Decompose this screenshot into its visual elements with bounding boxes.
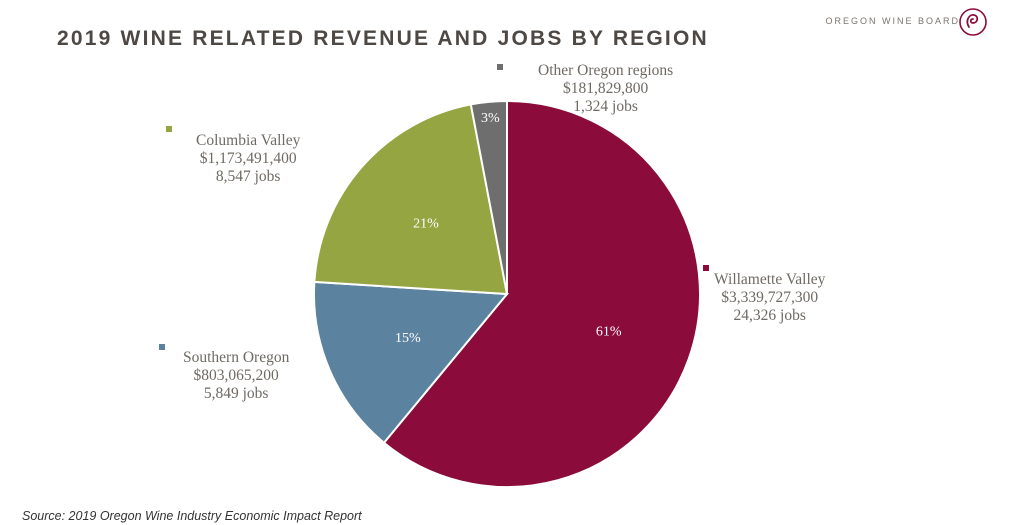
legend-swatch <box>703 265 709 271</box>
legend-other-oregon-regions: Other Oregon regions $181,829,800 1,324 … <box>497 62 674 116</box>
legend-label: Southern Oregon <box>183 349 290 366</box>
brand-name: OREGON WINE BOARD <box>825 16 960 26</box>
wine-swirl-logo-icon <box>959 8 987 36</box>
legend-southern-oregon: Southern Oregon $803,065,200 5,849 jobs <box>159 344 290 403</box>
legend-label: Willamette Valley <box>714 271 826 288</box>
legend-swatch <box>497 64 503 70</box>
legend-swatch <box>166 126 172 132</box>
pie-percent-labels: 61% 15% 21% 3% <box>395 111 622 346</box>
pie-percent-label: 61% <box>596 325 622 340</box>
legend-revenue: $3,339,727,300 <box>721 289 819 306</box>
pie-slice-southern-oregon <box>313 280 510 445</box>
chart-title: 2019 WINE RELATED REVENUE AND JOBS BY RE… <box>57 27 709 50</box>
pie-percent-label: 3% <box>481 111 500 126</box>
legend-swatch <box>159 344 165 350</box>
pie-slice-columbia-valley <box>313 103 509 296</box>
source-note: Source: 2019 Oregon Wine Industry Econom… <box>22 509 362 523</box>
legend-label: Columbia Valley <box>196 132 301 149</box>
legend-label: Other Oregon regions <box>538 62 674 79</box>
legend-jobs: 5,849 jobs <box>203 385 269 402</box>
legend-jobs: 24,326 jobs <box>733 307 806 324</box>
legend-revenue: $1,173,491,400 <box>199 150 297 167</box>
legend-columbia-valley: Columbia Valley $1,173,491,400 8,547 job… <box>166 126 301 186</box>
pie-percent-label: 21% <box>413 217 439 232</box>
legend-willamette-valley: Willamette Valley $3,339,727,300 24,326 … <box>703 265 826 325</box>
legend-jobs: 1,324 jobs <box>573 98 638 115</box>
legend-jobs: 8,547 jobs <box>215 168 281 185</box>
legend-revenue: $181,829,800 <box>562 80 649 97</box>
pie-slice-other-oregon-regions <box>469 99 508 295</box>
legend-revenue: $803,065,200 <box>193 367 279 384</box>
pie-percent-label: 15% <box>395 331 421 346</box>
pie-slices <box>313 99 701 488</box>
pie-slice-willamette-valley <box>382 99 701 488</box>
